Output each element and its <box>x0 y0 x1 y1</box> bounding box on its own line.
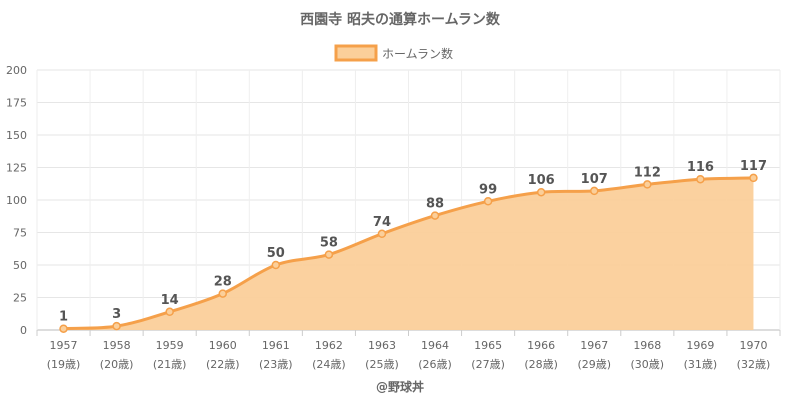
y-tick-label: 50 <box>13 259 27 272</box>
data-point[interactable] <box>218 289 227 298</box>
data-label: 1 <box>59 310 68 325</box>
x-tick-label: 1962 <box>315 339 343 352</box>
series-area <box>59 173 758 333</box>
data-point[interactable] <box>271 260 281 270</box>
x-tick-sublabel: (22歳) <box>206 358 240 371</box>
data-label: 116 <box>687 160 714 175</box>
x-tick-label: 1966 <box>527 339 555 352</box>
y-tick-label: 0 <box>20 324 27 337</box>
data-point[interactable] <box>590 186 599 196</box>
x-tick-label: 1958 <box>103 339 131 352</box>
x-tick-sublabel: (29歳) <box>577 358 611 371</box>
y-tick-label: 125 <box>6 162 27 175</box>
series-line <box>63 176 754 331</box>
x-tick-sublabel: (27歳) <box>471 358 505 371</box>
data-label: 107 <box>581 172 608 187</box>
data-point[interactable] <box>324 250 334 259</box>
y-tick-label: 100 <box>6 194 27 207</box>
data-labels: 1 3 14 28 50 58 74 88 99 106 107 112 116 117 <box>59 159 767 325</box>
data-point[interactable] <box>165 307 174 317</box>
x-tick-label: 1967 <box>580 339 608 352</box>
x-tick-sublabel: (23歳) <box>259 358 293 371</box>
data-point[interactable] <box>643 180 652 189</box>
x-tick-label: 1968 <box>633 339 661 352</box>
data-label: 50 <box>267 246 285 261</box>
data-label: 106 <box>528 173 555 188</box>
legend[interactable]: ホームラン数 <box>334 44 453 62</box>
credit-label: @野球丼 <box>376 379 424 394</box>
y-tick-label: 150 <box>6 129 27 142</box>
x-tick-sublabel: (25歳) <box>365 358 399 371</box>
data-label: 58 <box>320 236 338 251</box>
series-area-fill <box>63 177 754 330</box>
y-tick-label: 200 <box>6 64 27 77</box>
data-label: 112 <box>634 165 661 180</box>
data-label: 117 <box>740 159 767 174</box>
y-axis: 0 25 50 75 100 125 150 175 200 <box>6 64 27 337</box>
x-tick-sublabel: (30歳) <box>631 358 665 371</box>
y-tick-label: 75 <box>13 227 27 240</box>
x-tick-label: 1961 <box>262 339 290 352</box>
data-label: 14 <box>161 293 179 308</box>
data-point[interactable] <box>749 173 758 183</box>
data-label: 3 <box>112 307 121 322</box>
legend-swatch <box>334 44 378 62</box>
data-label: 28 <box>214 275 232 290</box>
x-tick-label: 1965 <box>474 339 502 352</box>
data-point[interactable] <box>536 187 546 197</box>
x-tick-sublabel: (19歳) <box>47 358 81 371</box>
x-tick-sublabel: (20歳) <box>100 358 134 371</box>
x-tick-label: 1959 <box>156 339 184 352</box>
x-tick-sublabel: (28歳) <box>524 358 558 371</box>
x-tick-sublabel: (21歳) <box>153 358 187 371</box>
x-tick-label: 1969 <box>686 339 714 352</box>
x-tick-label: 1960 <box>209 339 237 352</box>
x-axis: 1957 (19歳) 1958 (20歳) 1959 (21歳) 1960 (22歳) 1961… <box>36 330 781 371</box>
y-tick-label: 25 <box>13 292 27 305</box>
data-label: 99 <box>479 182 497 197</box>
x-tick-sublabel: (32歳) <box>737 358 771 371</box>
data-point[interactable] <box>430 211 440 220</box>
chart-title: 西園寺 昭夫の通算ホームラン数 <box>300 11 501 28</box>
data-point[interactable] <box>696 174 705 184</box>
x-tick-label: 1957 <box>50 339 78 352</box>
x-tick-sublabel: (24歳) <box>312 358 346 371</box>
data-label: 74 <box>373 215 391 230</box>
data-point[interactable] <box>377 229 387 239</box>
legend-label: ホームラン数 <box>382 46 453 61</box>
x-tick-label: 1963 <box>368 339 396 352</box>
data-point[interactable] <box>59 324 68 333</box>
y-tick-label: 175 <box>6 97 27 110</box>
x-tick-sublabel: (31歳) <box>684 358 718 371</box>
data-label: 88 <box>426 197 444 212</box>
data-point[interactable] <box>112 321 121 331</box>
x-tick-sublabel: (26歳) <box>418 358 452 371</box>
x-tick-label: 1964 <box>421 339 449 352</box>
data-point[interactable] <box>483 197 493 206</box>
x-tick-label: 1970 <box>739 339 767 352</box>
